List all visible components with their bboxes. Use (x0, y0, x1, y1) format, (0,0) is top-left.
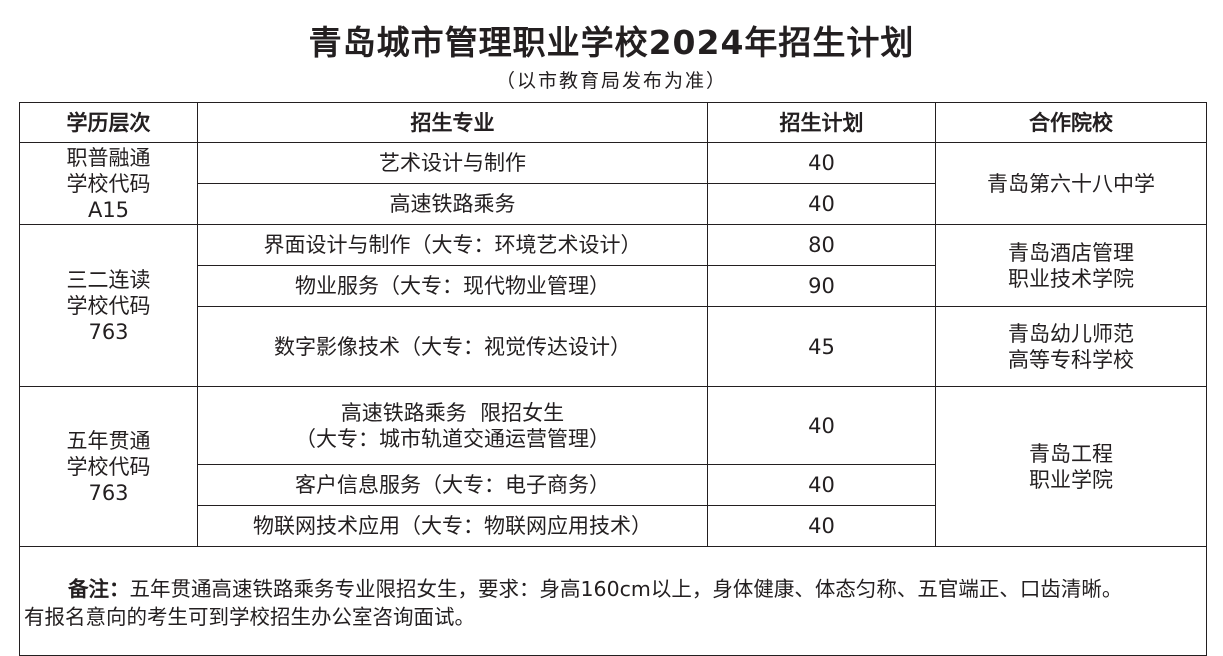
header-level: 学历层次 (19, 102, 198, 143)
note-cell: 备注：五年贯通高速铁路乘务专业限招女生，要求：身高160cm以上，身体健康、体态… (19, 546, 1207, 656)
partner-line: 青岛工程 (1029, 441, 1113, 466)
page-title: 青岛城市管理职业学校2024年招生计划 (308, 23, 915, 62)
partner-cell: 青岛幼儿师范 高等专科学校 (935, 306, 1207, 387)
note-text-continued: 有报名意向的考生可到学校招生办公室咨询面试。 (24, 605, 475, 629)
partner-line: 青岛第六十八中学 (987, 171, 1155, 196)
note-text: 五年贯通高速铁路乘务专业限招女生，要求：身高160cm以上，身体健康、体态匀称、… (129, 577, 1123, 601)
partner-line: 高等专科学校 (1008, 347, 1134, 372)
plan-cell: 40 (707, 464, 936, 506)
partner-line: 青岛酒店管理 (1008, 240, 1134, 265)
note-row: 备注：五年贯通高速铁路乘务专业限招女生，要求：身高160cm以上，身体健康、体态… (19, 546, 1207, 656)
school-code: A15 (87, 197, 130, 222)
header-partner: 合作院校 (935, 102, 1207, 143)
major-line: （大专：城市轨道交通运营管理） (295, 426, 610, 451)
major-cell: 艺术设计与制作 (197, 142, 708, 184)
partner-cell: 青岛工程 职业学院 (935, 386, 1207, 547)
partner-line: 职业学院 (1029, 467, 1113, 492)
major-cell: 高速铁路乘务 限招女生 （大专：城市轨道交通运营管理） (197, 386, 708, 465)
plan-cell: 40 (707, 183, 936, 225)
table-row: 数字影像技术（大专：视觉传达设计） 45 青岛幼儿师范 高等专科学校 (20, 306, 1207, 387)
school-code: 763 (88, 480, 129, 505)
table-row: 职普融通 学校代码 A15 艺术设计与制作 40 青岛第六十八中学 (19, 142, 1207, 225)
major-cell: 界面设计与制作（大专：环境艺术设计） (197, 224, 708, 266)
plan-cell: 45 (707, 306, 936, 387)
page-subtitle: （以市教育局发布为准） (495, 70, 727, 92)
level-cell: 五年贯通 学校代码 763 (19, 386, 198, 547)
level-line: 学校代码 (66, 454, 151, 479)
plan-cell: 80 (707, 224, 936, 266)
header-major: 招生专业 (197, 102, 708, 143)
level-line: 学校代码 (66, 293, 151, 318)
note-label: 备注： (68, 577, 130, 601)
partner-line: 职业技术学院 (1008, 266, 1134, 291)
school-code: 763 (88, 319, 129, 344)
major-cell: 高速铁路乘务 (197, 183, 708, 225)
level-line: 职普融通 (66, 145, 151, 170)
major-cell: 物联网技术应用（大专：物联网应用技术） (197, 505, 708, 547)
partner-cell: 青岛酒店管理 职业技术学院 (935, 224, 1207, 307)
level-line: 三二连读 (66, 267, 151, 292)
plan-cell: 40 (707, 386, 936, 465)
partner-cell: 青岛第六十八中学 (935, 142, 1207, 225)
table-row: 高速铁路乘务 40 (20, 183, 1207, 225)
table-row: 三二连读 学校代码 763 界面设计与制作（大专：环境艺术设计） 80 青岛酒店… (19, 224, 1207, 387)
level-cell: 三二连读 学校代码 763 (19, 224, 198, 387)
level-line: 学校代码 (66, 171, 151, 196)
level-line: 五年贯通 (66, 428, 151, 453)
major-cell: 数字影像技术（大专：视觉传达设计） (197, 306, 708, 387)
major-cell: 客户信息服务（大专：电子商务） (197, 464, 708, 506)
plan-cell: 40 (707, 505, 936, 547)
table-header-row: 学历层次 招生专业 招生计划 合作院校 (19, 102, 1207, 143)
level-cell: 职普融通 学校代码 A15 (19, 142, 198, 225)
enrollment-plan-table: 学历层次 招生专业 招生计划 合作院校 职普融通 学校代码 A15 艺术设计与制… (19, 102, 1207, 656)
table-row: 五年贯通 学校代码 763 高速铁路乘务 限招女生 （大专：城市轨道交通运营管理… (19, 386, 1207, 547)
plan-cell: 40 (707, 142, 936, 184)
major-line: 高速铁路乘务 限招女生 (340, 400, 565, 425)
header-plan: 招生计划 (707, 102, 936, 143)
plan-cell: 90 (707, 265, 936, 307)
partner-line: 青岛幼儿师范 (1008, 321, 1134, 346)
major-cell: 物业服务（大专：现代物业管理） (197, 265, 708, 307)
